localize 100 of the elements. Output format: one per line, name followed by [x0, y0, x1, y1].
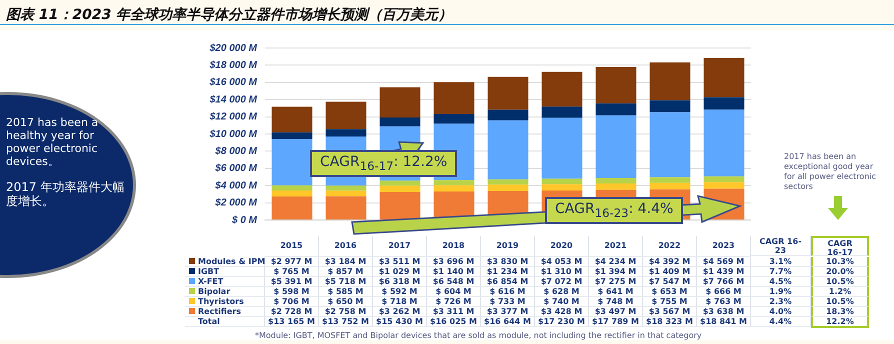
y-tick-label: $12 000 M: [208, 112, 258, 123]
text: $17 789 M: [592, 317, 639, 326]
text: CAGR 16-17: [827, 239, 853, 257]
bar: [380, 87, 420, 118]
data-label: $ 755 M: [643, 297, 697, 307]
data-label: $7 072 M: [535, 277, 589, 287]
data-label: $2 758 M: [319, 307, 373, 317]
text: $13 752 M: [322, 317, 369, 326]
bar: [272, 185, 312, 190]
bar: [326, 102, 366, 130]
y-tick-label: $2 000 M: [214, 198, 258, 209]
text: $18 323 M: [646, 317, 693, 326]
bar: [650, 177, 690, 183]
text: $17 230 M: [538, 317, 585, 326]
bar: [488, 120, 528, 180]
bar: [596, 103, 636, 116]
bar: [434, 185, 474, 192]
data-label: $5 718 M: [319, 277, 373, 287]
bar: [488, 184, 528, 191]
data-label: $1 439 M: [697, 267, 751, 277]
data-label: $ 666 M: [697, 287, 751, 297]
data-label: $ 740 M: [535, 297, 589, 307]
bar: [326, 129, 366, 136]
x-tick-label: 2021: [589, 236, 643, 257]
text: 4.0%: [769, 307, 792, 316]
x-tick-label: 2023: [697, 236, 751, 257]
data-label: $1 140 M: [427, 267, 481, 277]
bar: [380, 192, 420, 220]
bar: [380, 117, 420, 126]
bar: [488, 76, 528, 110]
data-label: $ 585 M: [319, 287, 373, 297]
legend-label: IGBT: [185, 267, 265, 277]
text: $16 644 M: [484, 317, 531, 326]
bar: [542, 118, 582, 179]
data-label: $3 377 M: [481, 307, 535, 317]
x-tick-label: 2019: [481, 236, 535, 257]
x-tick-label: 2017: [373, 236, 427, 257]
bar: [380, 180, 420, 186]
bar: [542, 106, 582, 118]
data-label: $3 262 M: [373, 307, 427, 317]
data-label: $ 706 M: [265, 297, 319, 307]
data-label: $ 748 M: [589, 297, 643, 307]
data-label: $4 234 M: [589, 257, 643, 267]
data-label: $ 616 M: [481, 287, 535, 297]
bar: [542, 184, 582, 191]
bar: [488, 179, 528, 185]
data-label: $2 728 M: [265, 307, 319, 317]
text: 12.2%: [826, 317, 854, 326]
y-tick-label: $8 000 M: [214, 146, 258, 157]
bar: [488, 110, 528, 120]
bar: [704, 58, 744, 98]
data-label: $6 854 M: [481, 277, 535, 287]
legend-label: Modules & IPM: [185, 257, 266, 267]
data-label: $4 392 M: [643, 257, 697, 267]
bar: [272, 196, 312, 220]
data-label: $ 592 M: [373, 287, 427, 297]
data-label: $4 053 M: [535, 257, 589, 267]
y-tick-label: $14 000 M: [208, 94, 258, 106]
text: 7.7%: [769, 267, 792, 276]
data-label: $3 311 M: [427, 307, 481, 317]
legend-label: X-FET: [185, 277, 265, 287]
data-label: $1 029 M: [373, 267, 427, 277]
data-label: $ 763 M: [697, 297, 751, 307]
data-label: $6 318 M: [373, 277, 427, 287]
bar: [272, 190, 312, 197]
data-label: $ 653 M: [643, 287, 697, 297]
text: 20.0%: [826, 267, 854, 276]
y-tick-label: $4 000 M: [214, 180, 258, 192]
text: $15 430 M: [376, 317, 423, 326]
bar: [704, 97, 744, 110]
bar: [704, 110, 744, 176]
data-label: $ 641 M: [589, 287, 643, 297]
data-label: $7 547 M: [643, 277, 697, 287]
bar: [650, 62, 690, 100]
data-label: $3 497 M: [589, 307, 643, 317]
y-tick-label: $20 000 M: [208, 42, 258, 54]
text: 4.4%: [769, 317, 792, 326]
data-label: $1 234 M: [481, 267, 535, 277]
bar: [596, 67, 636, 104]
data-label: $6 548 M: [427, 277, 481, 287]
bar: [650, 182, 690, 190]
text: 2017 has been a healthy year for power electronic devices。: [6, 116, 98, 168]
annotation: CAGR$_{16-23}$: 4.4%: [555, 201, 674, 220]
x-tick-label: 2022: [643, 236, 697, 257]
text: 18.3%: [826, 307, 854, 316]
data-label: $4 569 M: [697, 257, 751, 267]
data-label: $ 765 M: [265, 267, 319, 277]
bar: [326, 190, 366, 196]
bar: [596, 183, 636, 190]
text: 10.5%: [826, 297, 854, 306]
data-label: $3 638 M: [697, 307, 751, 317]
bar: [542, 72, 582, 107]
bar: [596, 115, 636, 178]
data-label: $ 733 M: [481, 297, 535, 307]
bar: [704, 176, 744, 182]
data-label: $ 726 M: [427, 297, 481, 307]
text: 10.3%: [826, 257, 854, 266]
text: Total: [198, 317, 220, 326]
bar: [272, 132, 312, 139]
bar: [596, 178, 636, 184]
